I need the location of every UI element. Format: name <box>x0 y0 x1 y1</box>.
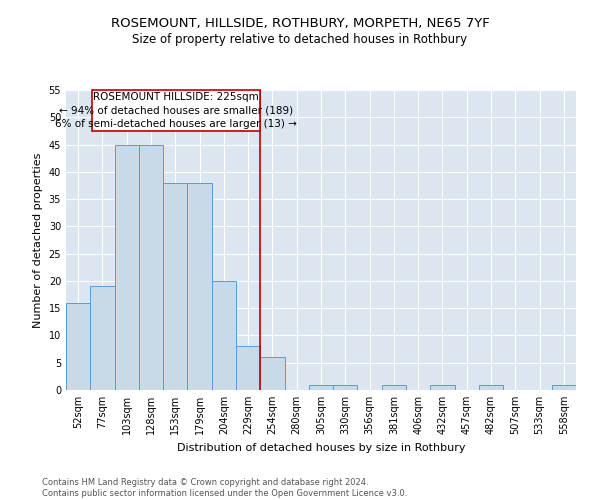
Bar <box>187 182 212 390</box>
Bar <box>163 182 187 390</box>
Text: Size of property relative to detached houses in Rothbury: Size of property relative to detached ho… <box>133 32 467 46</box>
Bar <box>479 384 503 390</box>
Bar <box>139 144 163 390</box>
Text: ← 94% of detached houses are smaller (189): ← 94% of detached houses are smaller (18… <box>59 106 293 116</box>
Text: 6% of semi-detached houses are larger (13) →: 6% of semi-detached houses are larger (1… <box>55 119 297 129</box>
Bar <box>90 286 115 390</box>
Bar <box>333 384 358 390</box>
Bar <box>309 384 333 390</box>
Bar <box>430 384 455 390</box>
Bar <box>115 144 139 390</box>
Bar <box>552 384 576 390</box>
Bar <box>382 384 406 390</box>
FancyBboxPatch shape <box>91 90 260 131</box>
X-axis label: Distribution of detached houses by size in Rothbury: Distribution of detached houses by size … <box>177 442 465 452</box>
Bar <box>260 358 284 390</box>
Text: Contains HM Land Registry data © Crown copyright and database right 2024.
Contai: Contains HM Land Registry data © Crown c… <box>42 478 407 498</box>
Bar <box>212 281 236 390</box>
Y-axis label: Number of detached properties: Number of detached properties <box>33 152 43 328</box>
Bar <box>236 346 260 390</box>
Bar <box>66 302 90 390</box>
Text: ROSEMOUNT, HILLSIDE, ROTHBURY, MORPETH, NE65 7YF: ROSEMOUNT, HILLSIDE, ROTHBURY, MORPETH, … <box>110 18 490 30</box>
Text: ROSEMOUNT HILLSIDE: 225sqm: ROSEMOUNT HILLSIDE: 225sqm <box>93 92 259 102</box>
